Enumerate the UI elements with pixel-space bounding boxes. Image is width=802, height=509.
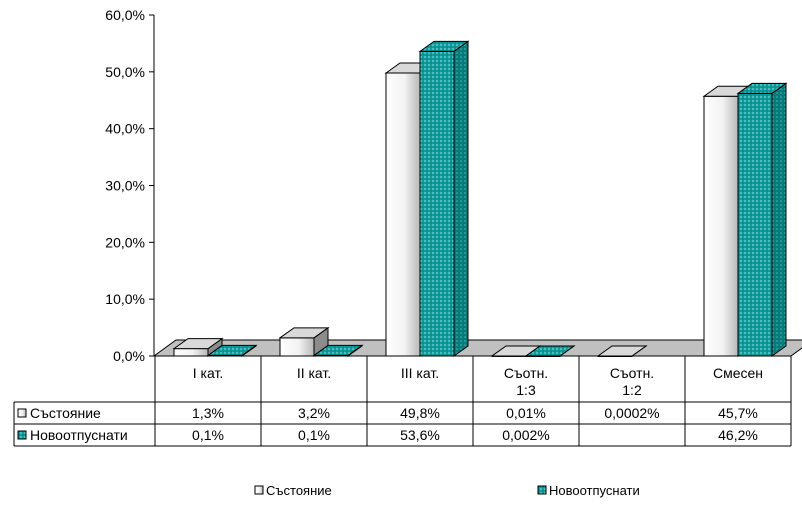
legend-key bbox=[254, 485, 264, 495]
y-tick-label: 50,0% bbox=[105, 64, 145, 80]
bar-novootpuskani-0 bbox=[206, 344, 258, 357]
data-cell: 0,0002% bbox=[604, 405, 659, 421]
series-row-label: Новоотпуснати bbox=[30, 427, 128, 443]
data-table: I кат. II кат. III кат. Съотн.1:3Съотн.1:2С… bbox=[13, 356, 792, 447]
bar-front bbox=[737, 92, 773, 357]
bar-top bbox=[312, 344, 364, 356]
bar-novootpuskani-1 bbox=[312, 344, 364, 357]
category-label: Съотн. bbox=[610, 365, 654, 381]
bar-front bbox=[385, 72, 421, 357]
data-cell: 0,002% bbox=[502, 427, 549, 443]
category-label: 1:3 bbox=[516, 382, 536, 398]
bar-top bbox=[206, 344, 258, 356]
legend: Състояние Новоотпуснати bbox=[254, 483, 640, 498]
y-tick-label: 60,0% bbox=[105, 7, 145, 23]
data-cell: 45,7% bbox=[718, 405, 758, 421]
category-label: Смесен bbox=[713, 365, 763, 381]
data-cell: 3,2% bbox=[298, 405, 330, 421]
bar-novootpuskani-5 bbox=[736, 82, 788, 357]
bar-side bbox=[453, 40, 469, 357]
bar-sastoyanie-0 bbox=[172, 337, 224, 357]
bar-sastoyanie-1 bbox=[278, 326, 330, 357]
y-tick-label: 0,0% bbox=[113, 348, 145, 364]
bar-front bbox=[173, 348, 209, 357]
category-label: I кат. bbox=[193, 365, 223, 381]
bar-top bbox=[172, 338, 224, 350]
series-row-label: Състояние bbox=[30, 405, 101, 421]
data-cell: 0,1% bbox=[192, 427, 224, 443]
data-cell: 1,3% bbox=[192, 405, 224, 421]
table-legend-key bbox=[17, 430, 27, 440]
y-tick-label: 10,0% bbox=[105, 291, 145, 307]
bars bbox=[172, 40, 788, 357]
bar-top bbox=[596, 345, 648, 357]
data-cell: 0,1% bbox=[298, 427, 330, 443]
table-legend-key bbox=[17, 408, 27, 418]
bar-front bbox=[419, 50, 455, 357]
bar-front bbox=[279, 337, 315, 357]
data-cell: 53,6% bbox=[400, 427, 440, 443]
bar-top bbox=[418, 40, 470, 52]
data-cell: 46,2% bbox=[718, 427, 758, 443]
bar-top bbox=[278, 327, 330, 339]
legend-key bbox=[537, 485, 547, 495]
bar-side bbox=[771, 82, 787, 357]
bar-top bbox=[524, 345, 576, 357]
data-cell: 49,8% bbox=[400, 405, 440, 421]
bar-front bbox=[703, 95, 739, 357]
legend-label: Новоотпуснати bbox=[549, 483, 640, 498]
y-tick-label: 20,0% bbox=[105, 234, 145, 250]
legend-label: Състояние bbox=[266, 483, 332, 498]
bar-novootpuskani-3 bbox=[524, 345, 576, 357]
category-label: 1:2 bbox=[622, 382, 642, 398]
bar-sastoyanie-4 bbox=[596, 345, 648, 357]
bar-novootpuskani-2 bbox=[418, 40, 470, 357]
bar-top bbox=[736, 82, 788, 94]
y-tick-label: 30,0% bbox=[105, 178, 145, 194]
category-label: III кат. bbox=[401, 365, 439, 381]
category-label: II кат. bbox=[297, 365, 331, 381]
category-label: Съотн. bbox=[504, 365, 548, 381]
data-cell: 0,01% bbox=[506, 405, 546, 421]
y-axis: 0,0% 10,0% 20,0% 30,0% 40,0% 50,0% 60,0% bbox=[105, 7, 155, 364]
y-tick-label: 40,0% bbox=[105, 121, 145, 137]
